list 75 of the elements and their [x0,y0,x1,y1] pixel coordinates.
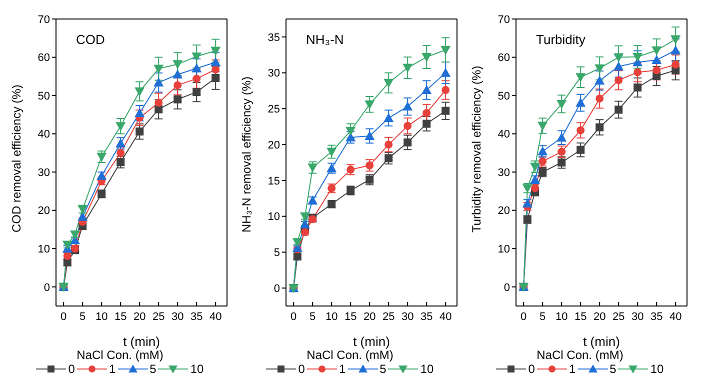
x-tick-label: 10 [325,310,338,323]
legend-label: 5 [610,362,616,376]
legend-title: NaCl Con. (mM) [536,348,624,362]
y-tick-label: 50 [498,90,510,102]
y-tick-label: 60 [38,52,50,64]
y-tick-label: 10 [498,244,510,256]
y-tick-label: 15 [268,175,280,188]
legend-title: NaCl Con. (mM) [306,348,394,362]
x-tick-label: 15 [344,310,357,323]
x-tick-label: 25 [382,310,395,323]
legend-label: 1 [108,362,116,376]
x-tick-label: 35 [420,310,433,323]
y-tick-label: 25 [268,104,280,116]
x-tick-label: 30 [171,310,184,323]
y-tick-label: 35 [268,32,280,44]
x-axis-title: t (min) [583,334,620,349]
y-axis-title: COD removal efficiency (%) [9,84,24,232]
x-tick-label: 35 [190,310,203,323]
x-tick-label: 35 [650,310,663,323]
text: NH₃-N [306,32,344,47]
y-tick-label: 30 [498,166,510,179]
y-tick-label: 20 [268,139,280,152]
x-tick-label: 40 [439,310,452,323]
legend-label: 0 [68,362,75,376]
y-tick-label: 30 [38,166,50,179]
x-tick-label: 5 [80,310,86,323]
y-tick-label: 10 [38,244,50,256]
x-tick-label: 5 [540,310,546,323]
y-tick-label: 0 [504,282,510,294]
legend-label: 10 [650,362,664,376]
y-axis-title: NH₃-N removal efficiency (%) [239,76,254,232]
y-tick-label: 30 [268,68,280,80]
legend-label: 5 [380,362,386,376]
x-tick-label: 15 [114,310,127,323]
x-axis-title: t (min) [353,334,390,349]
x-tick-label: 0 [520,310,527,323]
y-tick-label: 20 [498,205,510,218]
y-tick-label: 60 [498,52,510,64]
y-tick-label: 50 [38,90,50,102]
y-tick-label: 40 [498,128,510,141]
text: Turbidity [536,32,586,47]
x-axis-title: t (min) [123,334,160,349]
y-tick-label: 5 [274,247,280,260]
x-tick-label: 0 [60,310,67,323]
y-axis-title: Turbidity removal efficiency (%) [469,66,484,232]
y-tick-label: 0 [44,282,50,294]
x-tick-label: 10 [555,310,568,323]
x-tick-label: 0 [290,310,297,323]
y-tick-label: 10 [268,211,280,224]
x-tick-label: 30 [631,310,644,323]
x-tick-label: 20 [133,310,146,323]
x-tick-label: 15 [574,310,587,323]
legend-label: 0 [528,362,535,376]
x-tick-label: 25 [152,310,165,323]
y-tick-label: 0 [274,282,280,295]
x-tick-label: 25 [612,310,625,323]
legend-label: 10 [420,362,434,376]
y-tick-label: 70 [38,14,50,26]
legend-label: 10 [190,362,204,376]
x-tick-label: 10 [95,310,108,323]
x-tick-label: 20 [363,310,376,323]
x-tick-label: 20 [593,310,606,323]
text: COD [76,32,105,47]
y-tick-label: 40 [38,128,50,141]
x-tick-label: 40 [669,310,682,323]
x-tick-label: 30 [401,310,414,323]
legend-label: 1 [568,362,576,376]
x-tick-label: 40 [209,310,222,323]
legend-label: 1 [338,362,346,376]
y-tick-label: 20 [38,205,50,218]
legend-label: 0 [298,362,305,376]
x-tick-label: 5 [310,310,316,323]
y-tick-label: 70 [498,14,510,26]
legend-title: NaCl Con. (mM) [76,348,164,362]
legend-label: 5 [150,362,156,376]
